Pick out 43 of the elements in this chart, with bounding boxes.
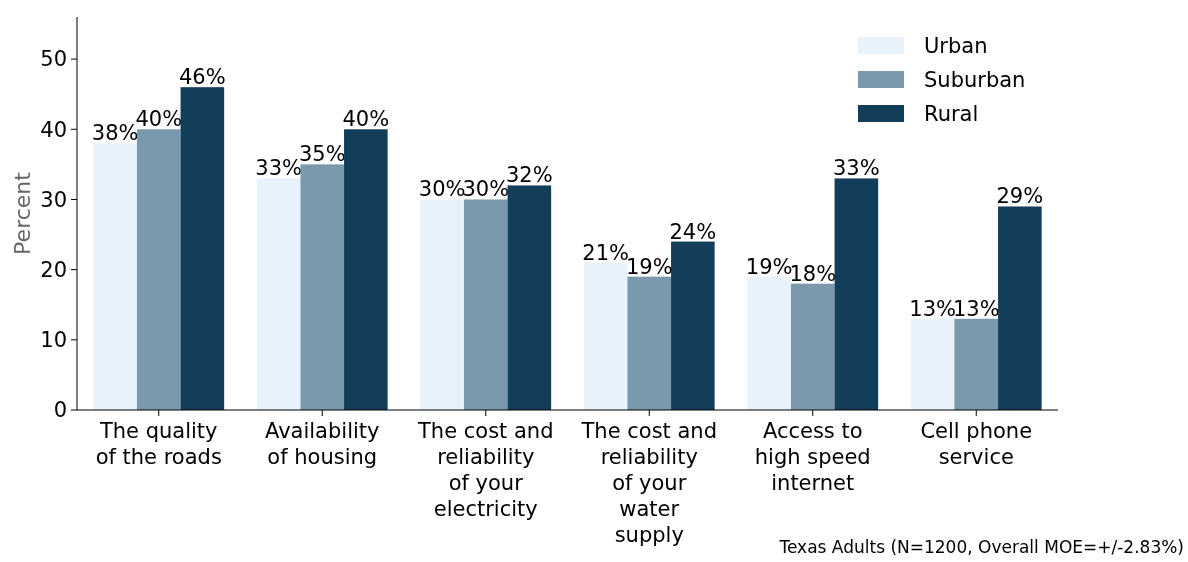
data-label: 30% bbox=[418, 177, 466, 202]
bar bbox=[344, 129, 388, 410]
x-tick-label: Availability of housing bbox=[265, 419, 380, 469]
bar bbox=[583, 262, 628, 410]
bar bbox=[790, 283, 835, 410]
x-tick-label: The cost and reliability of your electricity bbox=[417, 419, 554, 521]
bar bbox=[136, 129, 181, 410]
data-label: 29% bbox=[996, 184, 1044, 209]
data-label: 24% bbox=[669, 219, 717, 244]
bar bbox=[463, 199, 508, 410]
bar bbox=[998, 206, 1042, 410]
x-tick-label: The cost and reliability of your water supply bbox=[580, 419, 717, 547]
x-tick-label: Access to high speed internet bbox=[754, 419, 871, 495]
bar bbox=[910, 318, 955, 410]
y-tick-label: 0 bbox=[53, 398, 67, 423]
bar bbox=[180, 87, 225, 410]
bar bbox=[671, 241, 715, 410]
data-label: 46% bbox=[179, 65, 226, 90]
text: Texas Adults (N=1200, Overall MOE=+/-2.83%) bbox=[778, 537, 1184, 557]
legend-label: Suburban bbox=[924, 68, 1026, 93]
bar bbox=[256, 178, 301, 410]
legend-label: Rural bbox=[924, 102, 979, 127]
y-axis-title: Percent bbox=[10, 171, 35, 255]
y-tick-label: 40 bbox=[40, 117, 67, 142]
bar bbox=[627, 276, 672, 410]
data-label: 40% bbox=[342, 107, 390, 132]
bar bbox=[834, 178, 879, 410]
bar bbox=[507, 185, 552, 410]
bar bbox=[93, 143, 137, 410]
bar bbox=[300, 164, 345, 410]
data-label: 33% bbox=[833, 156, 880, 181]
bar bbox=[420, 199, 464, 410]
data-label: 19% bbox=[745, 254, 793, 279]
y-tick-label: 50 bbox=[40, 47, 67, 72]
y-tick-label: 30 bbox=[40, 187, 67, 212]
data-label: 32% bbox=[506, 163, 553, 188]
y-tick-label: 20 bbox=[40, 257, 67, 282]
x-tick-label: The quality of the roads bbox=[95, 419, 222, 469]
legend-label: Urban bbox=[924, 34, 988, 59]
x-tick-label: Cell phone service bbox=[920, 419, 1033, 469]
bar bbox=[747, 276, 791, 410]
bar bbox=[954, 318, 999, 410]
y-tick-label: 10 bbox=[40, 328, 67, 353]
